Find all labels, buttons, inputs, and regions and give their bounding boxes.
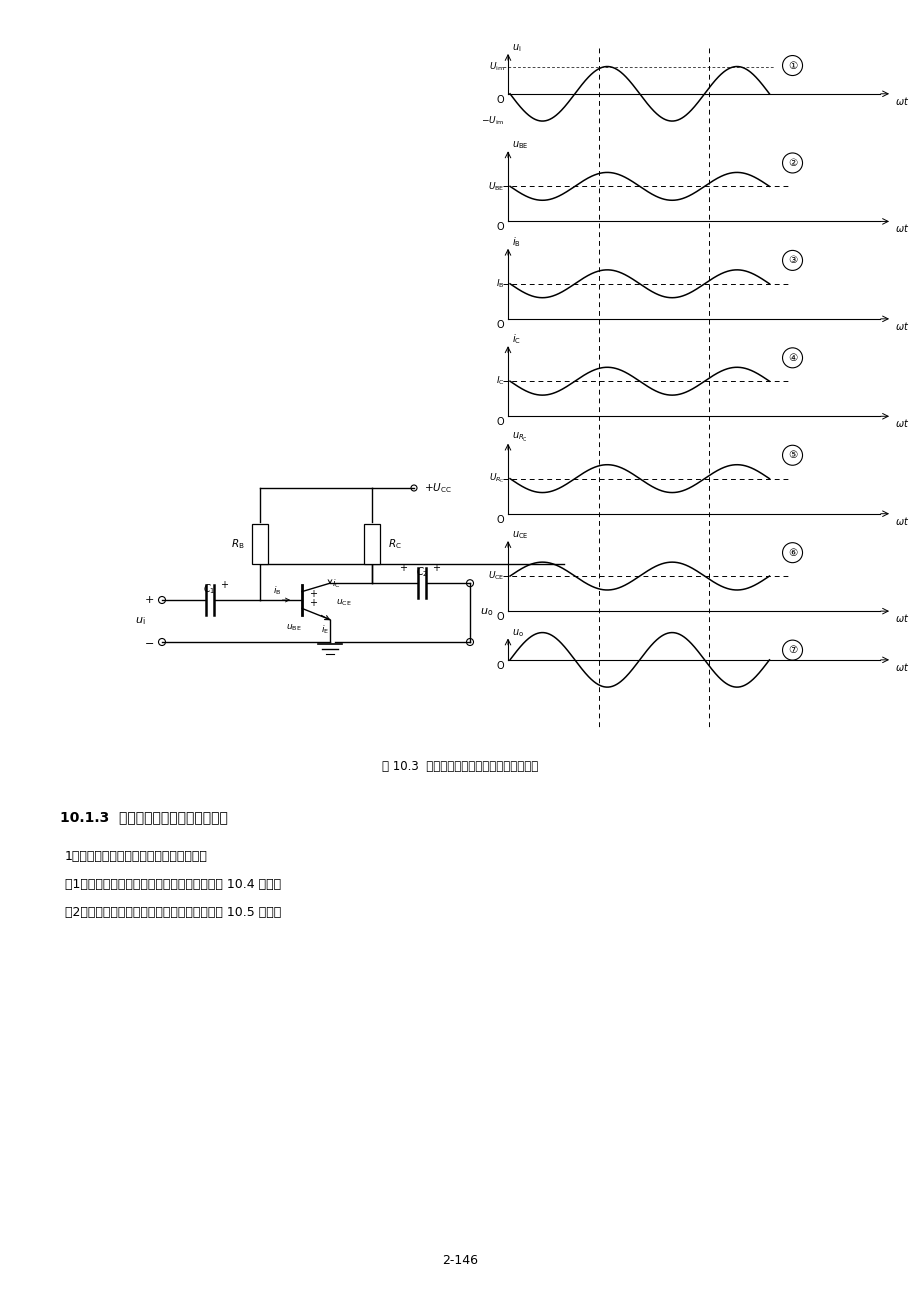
Text: $\omega t$: $\omega t$ <box>894 320 908 332</box>
Text: ④: ④ <box>787 353 796 363</box>
Text: O: O <box>496 661 504 671</box>
Text: +: + <box>144 595 153 605</box>
Text: $U_{\mathrm{CE}}$: $U_{\mathrm{CE}}$ <box>488 570 505 582</box>
Text: $U_{\mathrm{BE}}$: $U_{\mathrm{BE}}$ <box>488 180 505 193</box>
Text: （1）工作点设置太低时，出现截止失真，如图 10.4 所示。: （1）工作点设置太低时，出现截止失真，如图 10.4 所示。 <box>65 878 281 891</box>
Text: $i_{\mathrm{C}}$: $i_{\mathrm{C}}$ <box>332 578 340 590</box>
Text: 1．静态工作点选择不当，容易引起失真。: 1．静态工作点选择不当，容易引起失真。 <box>65 850 208 863</box>
Text: O: O <box>496 320 504 329</box>
Text: ⑤: ⑤ <box>787 450 796 460</box>
Bar <box>364 525 380 564</box>
Text: $u_{\mathrm{o}}$: $u_{\mathrm{o}}$ <box>480 607 493 618</box>
Text: $U_{R_{\mathrm{C}}}$: $U_{R_{\mathrm{C}}}$ <box>489 471 505 486</box>
Text: $u_{\mathrm{BE}}$: $u_{\mathrm{BE}}$ <box>512 139 528 151</box>
Text: $\omega t$: $\omega t$ <box>894 95 908 107</box>
Text: +: + <box>309 598 317 608</box>
Text: $u_{\mathrm{i}}$: $u_{\mathrm{i}}$ <box>134 615 145 626</box>
Text: $I_{\mathrm{B}}$: $I_{\mathrm{B}}$ <box>496 277 505 290</box>
Text: $i_{\mathrm{B}}$: $i_{\mathrm{B}}$ <box>272 585 280 598</box>
Text: $-U_{\mathrm{im}}$: $-U_{\mathrm{im}}$ <box>481 115 505 128</box>
Text: +: + <box>220 579 227 590</box>
Text: +: + <box>432 564 440 573</box>
Text: $C_1$: $C_1$ <box>203 582 216 596</box>
Text: $-$: $-$ <box>143 637 153 647</box>
Text: $R_{\mathrm{B}}$: $R_{\mathrm{B}}$ <box>231 538 244 551</box>
Text: $u_{\mathrm{BE}}$: $u_{\mathrm{BE}}$ <box>286 622 301 633</box>
Text: $i_{\mathrm{B}}$: $i_{\mathrm{B}}$ <box>512 236 520 249</box>
Text: $C_2$: $C_2$ <box>415 565 428 579</box>
Text: $\omega t$: $\omega t$ <box>894 417 908 430</box>
Text: $i_{\mathrm{C}}$: $i_{\mathrm{C}}$ <box>512 332 520 346</box>
Text: $\omega t$: $\omega t$ <box>894 223 908 234</box>
Text: O: O <box>496 417 504 427</box>
Text: ③: ③ <box>787 255 796 266</box>
Text: O: O <box>496 514 504 525</box>
Text: ⑦: ⑦ <box>787 644 796 655</box>
Text: $u_{\mathrm{o}}$: $u_{\mathrm{o}}$ <box>512 626 524 638</box>
Text: O: O <box>496 612 504 622</box>
Text: O: O <box>496 223 504 233</box>
Text: 10.1.3  静态工作点的选择与波形失真: 10.1.3 静态工作点的选择与波形失真 <box>60 810 228 824</box>
Text: 图 10.3  放大电路加入交流信号前、后的波形: 图 10.3 放大电路加入交流信号前、后的波形 <box>381 760 538 773</box>
Text: O: O <box>496 95 504 104</box>
Text: $U_{\mathrm{im}}$: $U_{\mathrm{im}}$ <box>488 60 505 73</box>
Text: $i_{\mathrm{E}}$: $i_{\mathrm{E}}$ <box>321 624 328 637</box>
Text: $u_{\mathrm{CE}}$: $u_{\mathrm{CE}}$ <box>512 530 528 542</box>
Text: $\omega t$: $\omega t$ <box>894 612 908 624</box>
Text: （2）工作点设置太高时，出现饱和失真，如图 10.5 所示。: （2）工作点设置太高时，出现饱和失真，如图 10.5 所示。 <box>65 906 281 919</box>
Text: ①: ① <box>787 60 796 70</box>
Bar <box>252 525 267 564</box>
Text: $\omega t$: $\omega t$ <box>894 514 908 527</box>
Text: $u_{R_{\mathrm{C}}}$: $u_{R_{\mathrm{C}}}$ <box>512 431 528 444</box>
Text: +: + <box>309 590 317 599</box>
Text: +: + <box>399 564 407 573</box>
Text: $R_{\mathrm{C}}$: $R_{\mathrm{C}}$ <box>387 538 401 551</box>
Text: 2-146: 2-146 <box>441 1254 478 1267</box>
Text: $I_{\mathrm{C}}$: $I_{\mathrm{C}}$ <box>495 375 505 388</box>
Text: ⑥: ⑥ <box>787 548 796 557</box>
Text: $u_{\mathrm{i}}$: $u_{\mathrm{i}}$ <box>512 42 521 53</box>
Text: ②: ② <box>787 158 796 168</box>
Text: $+U_{\mathrm{CC}}$: $+U_{\mathrm{CC}}$ <box>424 482 452 495</box>
Text: $\omega t$: $\omega t$ <box>894 661 908 673</box>
Text: $u_{\mathrm{CE}}$: $u_{\mathrm{CE}}$ <box>335 598 351 608</box>
